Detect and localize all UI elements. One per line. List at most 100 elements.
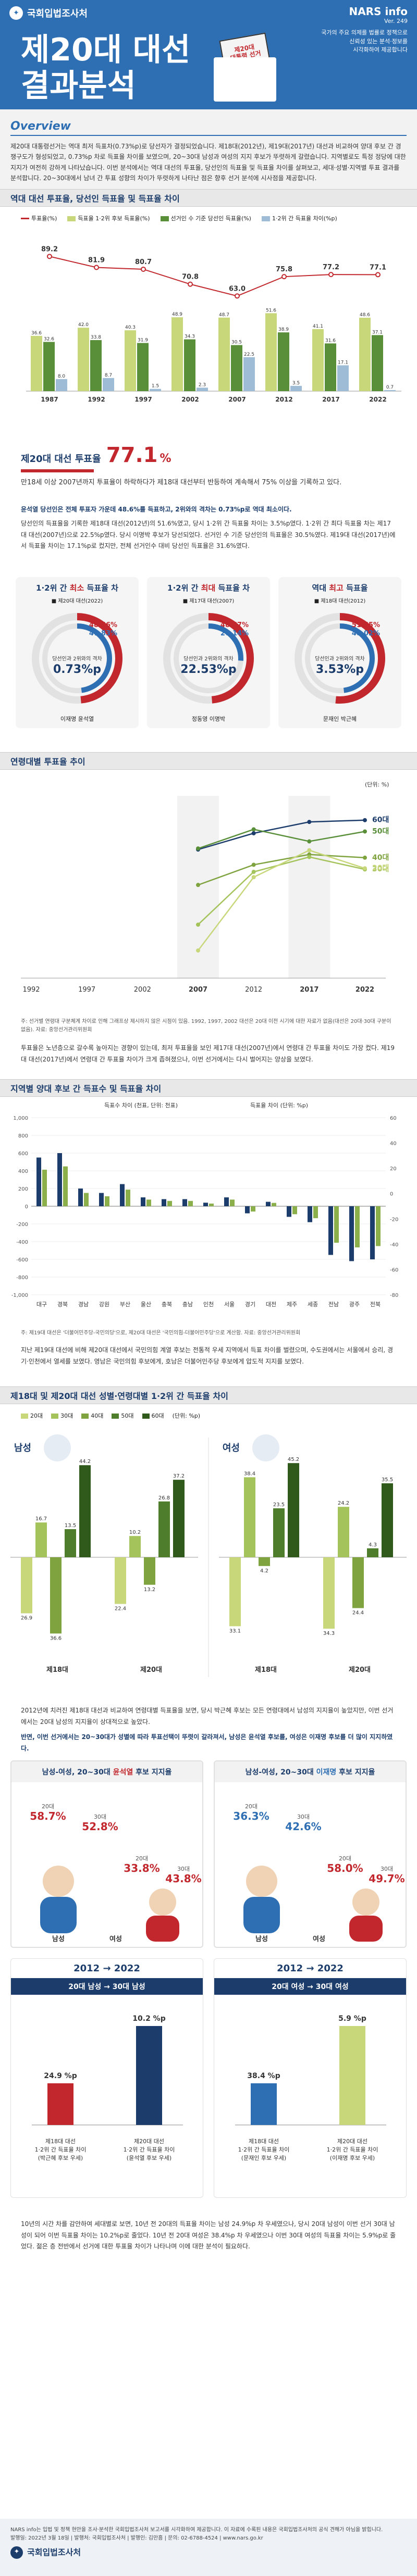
x-tick-label: 2002 bbox=[181, 396, 199, 403]
support-value: 52.8% bbox=[82, 1820, 118, 1833]
brand-desc-2: 신뢰성 있는 분석·정보를 bbox=[349, 37, 408, 45]
region-label: 충북 bbox=[162, 1301, 172, 1308]
bar-value: 35.5 bbox=[382, 1477, 393, 1483]
series-point bbox=[251, 827, 256, 832]
card-winners: 문재인 박근혜 bbox=[323, 715, 357, 722]
series-point bbox=[307, 839, 312, 844]
support-lee: 남성-여성, 20~30대 이재명 후보 지지율 20대 36.3% 30대 42.6… bbox=[214, 1760, 407, 1948]
region-label: 전북 bbox=[370, 1301, 381, 1308]
region-bar-votes bbox=[370, 1206, 375, 1259]
bar-value: 32.6 bbox=[44, 336, 54, 342]
overview-title: Overview bbox=[10, 120, 71, 133]
bar-value: 8.0 bbox=[58, 373, 66, 379]
y-tick-right: 60 bbox=[390, 1116, 397, 1121]
bar-2022 bbox=[339, 2025, 365, 2125]
card-head: 역대 최고 득표율 bbox=[312, 583, 368, 593]
bar-value: 41.1 bbox=[313, 323, 323, 329]
support-age: 20대 bbox=[42, 1803, 54, 1810]
region-bar-rate bbox=[188, 1201, 193, 1206]
turnout-point bbox=[94, 265, 99, 270]
brand-name: NARS info bbox=[349, 5, 408, 18]
cohort-caption: 1·2위 간 득표율 차이 bbox=[327, 2146, 378, 2153]
support-age: 30대 bbox=[297, 1814, 310, 1820]
region-bar-rate bbox=[146, 1199, 151, 1206]
region-bar-votes bbox=[308, 1206, 312, 1222]
x-tick-label: 2022 bbox=[355, 986, 374, 994]
card-min-gap: 1·2위 간 최소 득표율 차 ■ 제20대 대선(2022) 48.56% 47… bbox=[16, 577, 139, 728]
region-label: 경북 bbox=[57, 1301, 68, 1308]
turnout-line bbox=[49, 255, 378, 296]
y-tick-left: -1,000 bbox=[11, 1293, 28, 1298]
bar-value: 23.5 bbox=[273, 1502, 285, 1508]
bar-value: 22.5 bbox=[244, 352, 254, 357]
donut-gap-label: 당선인과 2위와의 격차 bbox=[183, 655, 234, 662]
region-bar-rate bbox=[334, 1206, 339, 1243]
series-point bbox=[251, 875, 256, 880]
support-value: 43.8% bbox=[165, 1872, 201, 1885]
legend-30s: 30대 bbox=[51, 1411, 73, 1420]
support-value: 49.7% bbox=[369, 1872, 404, 1885]
x-tick-label: 2017 bbox=[322, 396, 339, 403]
region-bar-votes bbox=[203, 1203, 208, 1206]
y-tick-left: 800 bbox=[18, 1133, 28, 1139]
x-tick-label: 2017 bbox=[300, 986, 318, 994]
section-age-head: 연령대별 투표율 추이 bbox=[0, 752, 417, 770]
bar-age-4 bbox=[79, 1465, 91, 1557]
series-end-label: 50대 bbox=[372, 827, 389, 835]
region-chart-svg: 득표수 차이 (천표, 단위: 천표) 득표율 차이 (단위: %p) 1,000 8… bbox=[11, 1102, 399, 1308]
bar-득표율 1·2위 후보 득표율(%) bbox=[78, 327, 89, 391]
bar-득표율 1·2위 후보 득표율(%) bbox=[265, 312, 277, 391]
bar-득표율 1·2위 후보 득표율(%) bbox=[125, 330, 136, 391]
org-logo[interactable]: ✦ 국회입법조사처 bbox=[9, 6, 88, 20]
turnout-label: 77.2 bbox=[323, 264, 339, 271]
cohort-value: 10.2 %p bbox=[132, 2015, 165, 2023]
bar-age-1 bbox=[129, 1536, 141, 1557]
support-cards: 남성-여성, 20~30대 윤석열 후보 지지율 20대 58.7% 30대 52.8… bbox=[0, 1760, 417, 1948]
cohort-caption: (문재인 후보 우세) bbox=[241, 2155, 286, 2161]
bar-value: 16.7 bbox=[35, 1516, 47, 1522]
turnout-sub: 만18세 이상 2007년까지 투표율이 하락하다가 제18대 대선부터 반등하… bbox=[21, 478, 342, 486]
bar-age-4 bbox=[288, 1463, 299, 1557]
region-label: 경기 bbox=[245, 1301, 255, 1308]
bar-value: 2.3 bbox=[199, 382, 206, 387]
person-head bbox=[149, 1888, 176, 1916]
region-bar-rate bbox=[42, 1169, 47, 1206]
footer-text: NARS info는 입법 및 정책 현안을 조사·분석한 국회입법조사처 보고… bbox=[10, 2527, 383, 2533]
bar-2022 bbox=[136, 2025, 162, 2125]
region-label: 부산 bbox=[120, 1301, 130, 1308]
x-tick-label: 2007 bbox=[228, 396, 246, 403]
bar-1·2위 간 득표율 차이(%p) bbox=[290, 385, 302, 391]
cohort-caption: 1·2위 간 득표율 차이 bbox=[238, 2146, 290, 2153]
region-bar-rate bbox=[251, 1206, 255, 1212]
series-line-40대 bbox=[198, 854, 365, 886]
bar-득표율 1·2위 후보 득표율(%) bbox=[312, 329, 324, 391]
legend-left: 득표수 차이 (천표, 단위: 천표) bbox=[104, 1102, 178, 1109]
y-tick-right: -60 bbox=[390, 1267, 398, 1273]
bar-value: 1.5 bbox=[152, 383, 159, 389]
bar-1·2위 간 득표율 차이(%p) bbox=[243, 357, 255, 391]
donut-arc-winner bbox=[295, 612, 385, 704]
region-bar-rate bbox=[84, 1193, 89, 1206]
turnout-point bbox=[328, 271, 334, 277]
person-body bbox=[146, 1915, 179, 1942]
support-age: 20대 bbox=[136, 1855, 148, 1862]
x-tick-label: 1987 bbox=[41, 396, 58, 403]
support-age: 30대 bbox=[177, 1866, 190, 1872]
bar-value: 8.7 bbox=[105, 372, 112, 378]
section-gender-head: 제18대 및 제20대 대선 성별·연령대별 1·2위 간 득표율 차이 bbox=[0, 1386, 417, 1404]
footer-logo[interactable]: ✦ 국회입법조사처 bbox=[10, 2546, 407, 2559]
unit-label: (단위: %) bbox=[365, 781, 389, 788]
org-name: 국회입법조사처 bbox=[27, 8, 88, 19]
donut-arc-second bbox=[174, 623, 243, 693]
region-bar-rate bbox=[230, 1199, 235, 1206]
support-head: 남성-여성, 20~30대 이재명 후보 지지율 bbox=[215, 1761, 406, 1782]
person-body bbox=[40, 1896, 77, 1933]
overview-rule bbox=[10, 135, 407, 136]
person-head bbox=[352, 1888, 379, 1916]
support-value: 58.7% bbox=[30, 1810, 66, 1822]
age-text: 투표율은 노년층으로 갈수록 높아지는 경향이 있는데, 최저 투표율을 보인 … bbox=[21, 1044, 395, 1063]
cohort-value: 5.9 %p bbox=[338, 2015, 366, 2023]
cohort-female: 2012 → 2022 20대 여성 → 30대 여성 38.4 %p 5.9 %… bbox=[214, 1958, 407, 2198]
donut-chart: 48.56%47.83% 당선인과 2위와의 격차0.73%p bbox=[32, 612, 122, 704]
